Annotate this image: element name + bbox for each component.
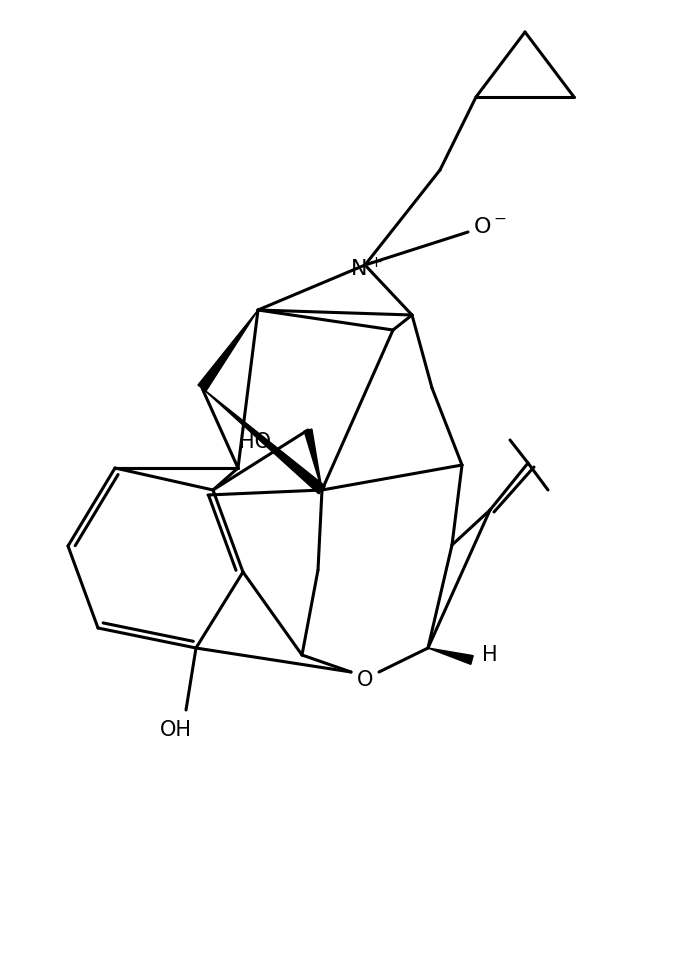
Text: H: H <box>482 645 498 665</box>
Polygon shape <box>198 310 258 391</box>
Text: O$^-$: O$^-$ <box>473 217 507 237</box>
Text: N$^+$: N$^+$ <box>351 257 384 280</box>
Text: OH: OH <box>160 720 192 740</box>
Polygon shape <box>202 388 325 494</box>
Text: O: O <box>357 670 374 690</box>
Text: HO: HO <box>239 432 271 452</box>
Polygon shape <box>304 429 322 490</box>
Polygon shape <box>428 648 473 665</box>
